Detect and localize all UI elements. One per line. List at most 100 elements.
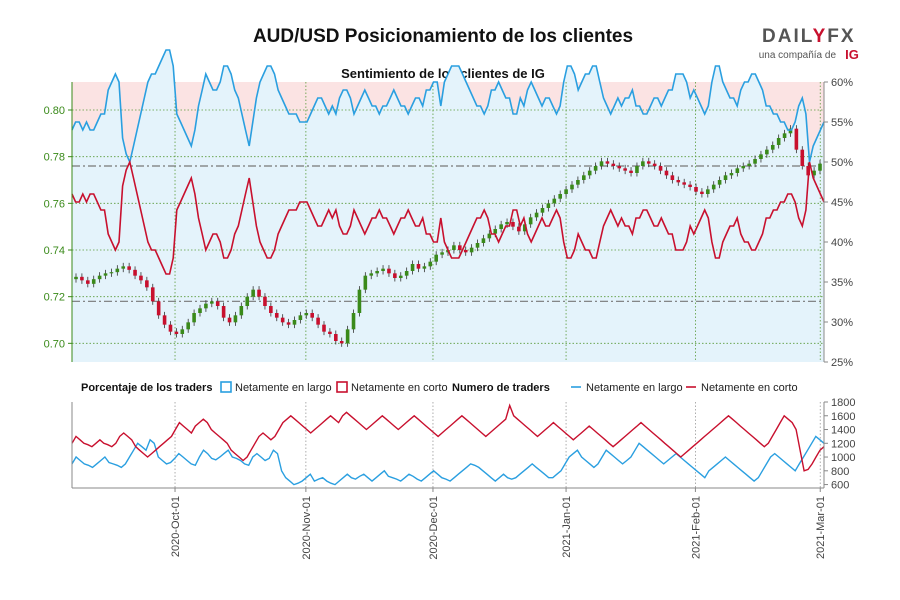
candle-body [363,275,368,290]
candle-body [652,163,657,166]
right-tick-label: 45% [831,197,853,209]
traders-tick-label: 1200 [831,438,855,450]
date-tick-label: 2020-Nov-01 [301,496,313,560]
date-tick-label: 2020-Oct-01 [170,496,182,557]
candle-body [623,168,627,171]
candle-body [511,222,515,227]
candle-body [546,203,551,208]
candle-body [587,170,592,176]
legend-short-label: Netamente en corto [351,382,448,394]
long-area-fill [72,50,824,362]
right-tick-label: 35% [831,277,853,289]
candle-body [115,268,120,273]
left-tick-label: 0.70 [44,338,65,350]
candle-body [127,266,131,270]
right-tick-label: 60% [831,77,853,89]
candle-body [210,301,214,304]
candle-body [487,233,492,239]
legend-num-label: Numero de traders [452,382,550,394]
candle-body [257,289,261,297]
candle-body [186,322,190,330]
logo-ig: IG [845,47,859,62]
legend-short-label-2: Netamente en corto [701,382,798,394]
left-tick-label: 0.74 [44,245,65,257]
legend-short-swatch [336,381,348,393]
candle-body [121,266,126,269]
candle-body [404,271,409,276]
candle-body [280,317,285,323]
candle-body [180,329,185,334]
candle-body [422,266,427,269]
candle-body [646,161,651,164]
candle-body [599,161,604,166]
candle-body [729,173,734,176]
candle-body [357,289,362,313]
candle-body [564,189,568,194]
candle-body [558,194,562,199]
candle-body [499,224,503,229]
candle-body [215,301,220,306]
traders-short-line [71,403,825,472]
candle-body [776,138,781,145]
candle-body [133,269,137,276]
traders-tick-label: 1000 [831,452,855,464]
candle-body [522,224,527,232]
candle-body [434,254,438,262]
candle-body [723,175,728,180]
candle-body [369,273,374,276]
candle-body [782,133,787,138]
date-tick-label: 2020-Dec-01 [428,496,440,560]
candle-body [528,217,533,225]
candle-body [80,276,84,281]
candle-body [198,308,202,313]
candle-body [292,320,297,325]
candle-body [765,149,769,155]
candle-body [410,264,415,271]
candle-body [593,166,598,171]
candle-body [759,154,763,159]
traders-tick-label: 1800 [831,397,855,409]
right-tick-label: 25% [831,357,853,369]
candle-body [381,268,385,271]
candle-body [156,301,161,316]
candle-body [706,189,710,194]
short-percent-line [71,159,825,275]
candle-body [227,317,232,323]
candle-body [463,250,468,253]
candle-body [576,180,580,185]
candle-body [605,161,610,164]
candle-body [174,331,179,334]
candle-body [812,170,816,176]
date-tick-label: 2021-Mar-01 [815,496,827,559]
candle-body [617,166,622,169]
candle-body [428,261,433,267]
dailyfx-logo: DAILYFX una compañía de IG [759,26,864,62]
candle-body [351,313,356,330]
traders-tick-label: 800 [831,466,849,478]
candle-body [788,128,793,134]
traders-tick-label: 1600 [831,411,855,423]
candle-body [611,163,616,166]
candle-body [540,208,545,213]
candle-body [239,306,244,316]
candle-body [735,168,740,173]
legend-long-label: Netamente en largo [235,382,332,394]
candle-body [162,315,167,325]
candle-body [700,191,704,194]
traders-long-line [71,435,825,486]
candle-body [393,273,397,278]
right-tick-label: 50% [831,157,853,169]
candle-body [274,313,279,318]
candle-body [469,247,474,253]
candle-body [481,238,486,243]
candle-body [168,324,173,332]
candle-body [310,313,314,318]
right-tick-label: 55% [831,117,853,129]
candle-body [818,163,822,171]
legend-long-swatch [220,381,232,393]
candle-body [635,166,639,173]
ig-badge [840,48,864,61]
candle-body [339,341,344,344]
